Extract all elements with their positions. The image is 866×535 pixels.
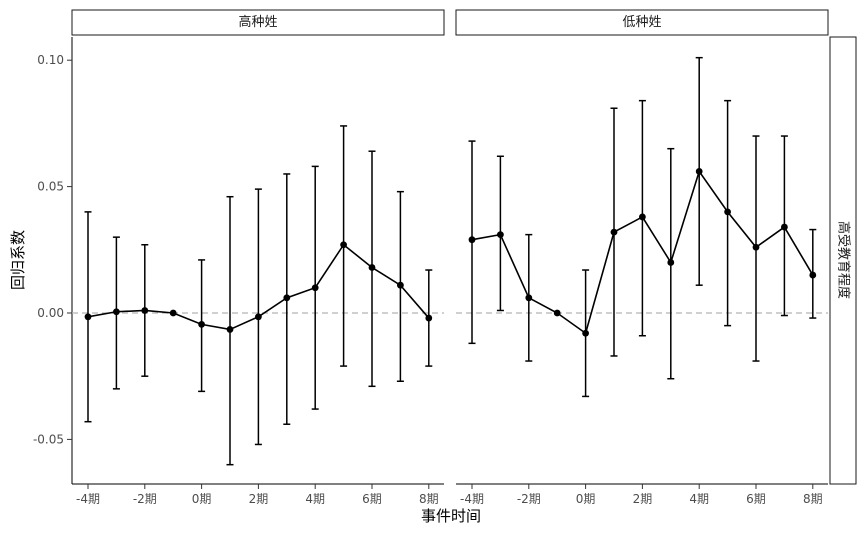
data-point	[198, 320, 206, 328]
x-axis-title: 事件时间	[421, 507, 481, 525]
facet-strip-label: 低种姓	[622, 15, 661, 30]
data-point	[582, 329, 589, 337]
data-point	[639, 213, 646, 221]
facet-strip-label: 高种姓	[238, 14, 277, 30]
y-axis: -0.05 0.00 0.05 0.10	[33, 53, 72, 446]
row-strip: 高受教育程度	[829, 36, 857, 485]
row-strip-label: 高受教育程度	[836, 221, 852, 299]
data-point	[340, 241, 347, 249]
data-point	[425, 314, 433, 322]
facet-strip-box	[455, 9, 829, 36]
data-point	[724, 208, 731, 216]
y-tick-label: 0.00	[37, 306, 64, 320]
facet-strip-box	[71, 9, 445, 36]
x-tick-label: -2期	[133, 492, 157, 506]
data-point	[809, 271, 817, 279]
data-point	[553, 309, 561, 317]
x-tick-label: 6期	[362, 492, 382, 506]
y-tick-label: 0.05	[37, 180, 64, 194]
data-point	[610, 228, 618, 236]
x-tick-label: 8期	[419, 492, 439, 506]
x-tick-label: 0期	[576, 492, 596, 506]
data-point	[497, 231, 504, 239]
data-point	[283, 294, 291, 302]
data-point	[397, 281, 404, 289]
data-point	[752, 243, 760, 251]
y-tick-label: -0.05	[33, 432, 64, 446]
x-tick-label: -2期	[517, 492, 541, 506]
x-tick-label: -4期	[76, 492, 100, 506]
x-tick-label: -4期	[460, 492, 484, 506]
data-point	[368, 264, 376, 271]
x-tick-label: 4期	[689, 492, 709, 506]
data-point	[525, 294, 533, 302]
x-tick-label: 4期	[305, 492, 325, 506]
x-tick-label: 2期	[633, 492, 653, 506]
data-point	[311, 284, 319, 292]
data-point	[468, 236, 476, 244]
row-strip-box	[829, 36, 857, 485]
data-point	[226, 326, 234, 333]
data-point	[255, 313, 262, 321]
data-point	[84, 313, 92, 321]
facet-panels: 高种姓 -4期 -2期 0期 2期 4期 6期 8期 低种姓 -4期 -2期 0期 2期 4期 6期 8期	[71, 9, 829, 506]
x-tick-label: 2期	[249, 492, 269, 506]
x-tick-label: 6期	[746, 492, 766, 506]
data-point	[667, 259, 675, 266]
facet-panel: 高种姓 -4期 -2期 0期 2期 4期 6期 8期	[71, 9, 445, 506]
x-tick-label: 0期	[192, 492, 212, 506]
y-axis-title: 回归系数	[9, 230, 27, 290]
data-point	[169, 309, 177, 317]
data-point	[141, 307, 149, 314]
data-point	[781, 223, 788, 231]
data-point	[695, 168, 703, 175]
facet-panel: 低种姓 -4期 -2期 0期 2期 4期 6期 8期	[455, 9, 829, 506]
x-tick-label: 8期	[803, 492, 823, 506]
y-tick-label: 0.10	[37, 53, 64, 67]
data-point	[113, 308, 120, 316]
